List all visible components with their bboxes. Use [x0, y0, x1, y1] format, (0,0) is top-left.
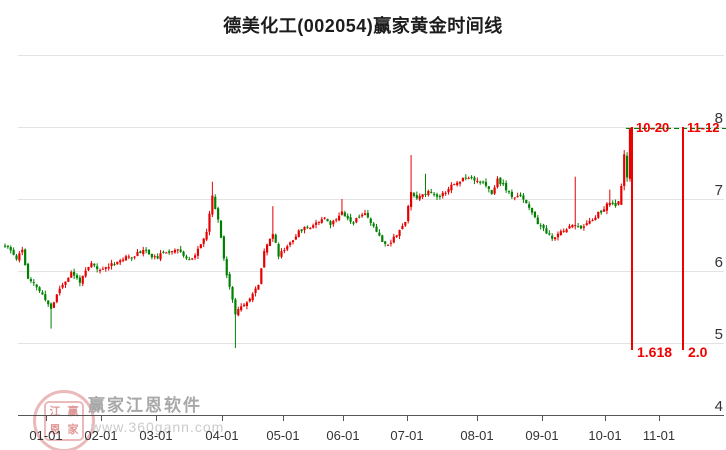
golden-time-ratio-label-2: 2.0	[688, 344, 708, 360]
svg-text:01-01: 01-01	[29, 428, 62, 443]
golden-time-ratio-label-1: 1.618	[637, 344, 673, 360]
svg-text:10-01: 10-01	[588, 428, 621, 443]
svg-text:08-01: 08-01	[460, 428, 493, 443]
golden-time-date-label-2: 11-12	[687, 120, 720, 135]
chart-title: 德美化工(002054)赢家黄金时间线	[223, 16, 503, 36]
svg-text:04-01: 04-01	[205, 428, 238, 443]
svg-text:6: 6	[715, 254, 723, 271]
svg-text:5: 5	[715, 326, 723, 343]
svg-text:05-01: 05-01	[266, 428, 299, 443]
svg-text:03-01: 03-01	[139, 428, 172, 443]
golden-time-date-label-1: 10-20	[636, 120, 670, 135]
svg-text:11-01: 11-01	[643, 428, 675, 443]
svg-text:8: 8	[715, 110, 723, 127]
svg-text:02-01: 02-01	[84, 428, 117, 443]
svg-text:06-01: 06-01	[326, 428, 359, 443]
svg-text:4: 4	[715, 398, 723, 415]
svg-text:09-01: 09-01	[525, 428, 558, 443]
svg-text:7: 7	[715, 182, 723, 199]
svg-text:07-01: 07-01	[390, 428, 423, 443]
